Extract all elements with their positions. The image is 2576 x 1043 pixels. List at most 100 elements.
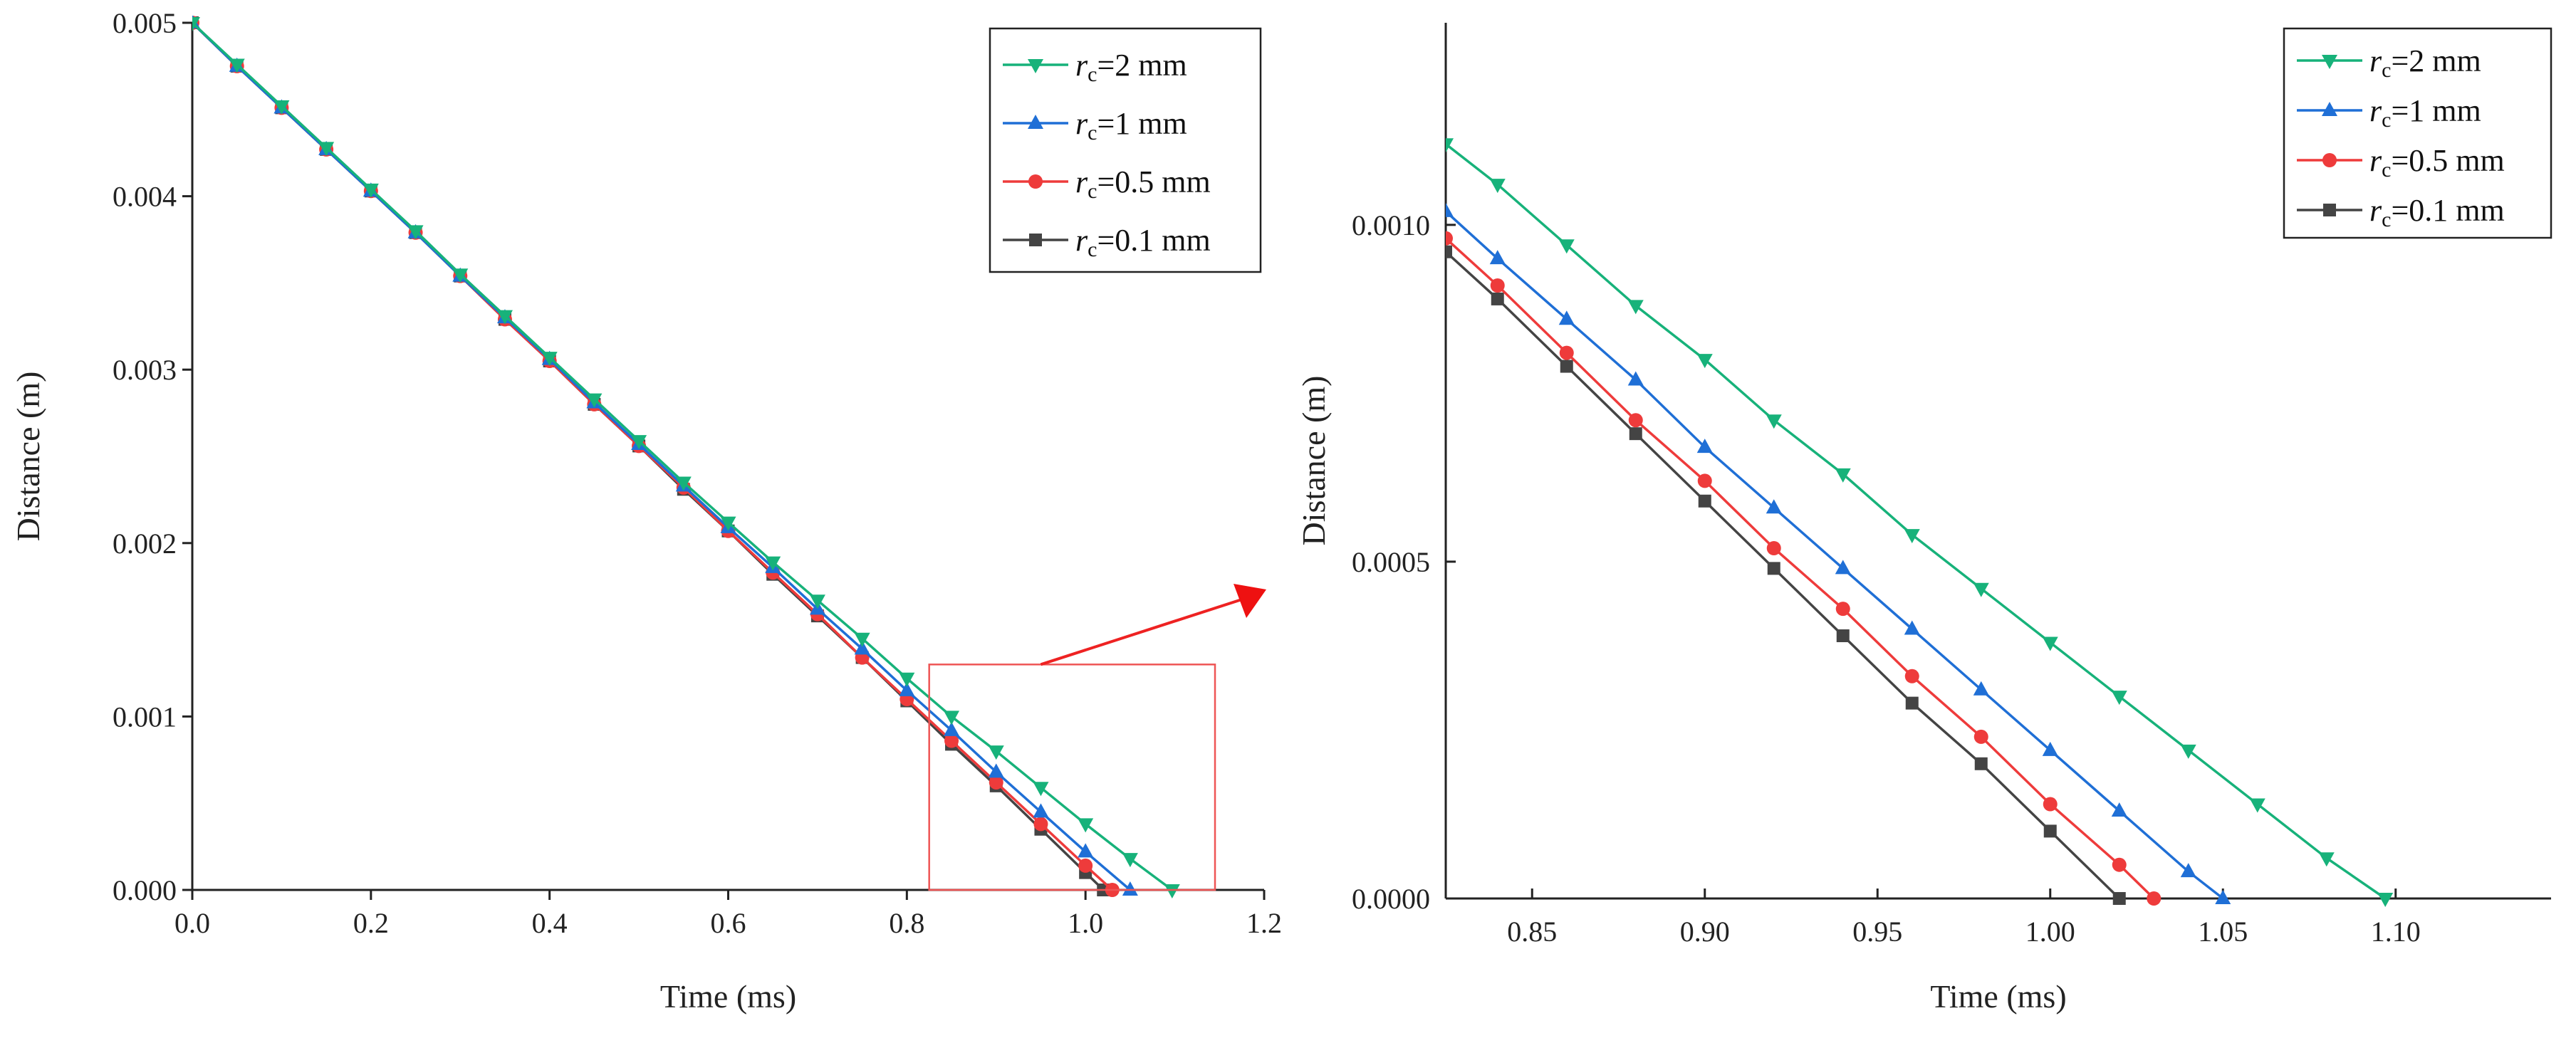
legend-item: rc=0.5 mm [1003,164,1211,203]
data-point [1835,560,1851,575]
data-point [1446,245,1452,258]
y-tick-label: 0.002 [113,528,177,560]
data-point [2318,852,2335,867]
legend-marker [1028,115,1043,129]
x-tick-label: 0.6 [711,907,746,939]
data-point [944,711,960,725]
data-point [2180,744,2196,759]
data-point [1973,729,1988,744]
series-rc-2-mm [1446,138,2394,907]
arrow-head [1234,584,1266,618]
data-point [1973,582,1989,597]
data-point [2111,691,2127,706]
data-point [1836,629,1850,642]
data-point [1905,696,1919,710]
data-point [2180,863,2196,878]
data-point [1033,803,1049,818]
data-point [2147,891,2162,906]
legend-marker [2322,153,2337,167]
data-point [720,516,736,531]
data-point [1489,250,1506,265]
data-point [1696,354,1713,369]
legend: rc=2 mm rc=1 mm rc=0.5 mm rc=0.1 mm [989,27,1262,273]
data-point [1835,602,1850,617]
x-tick-label: 1.0 [1068,907,1103,939]
series-rc-2-mm [192,17,1180,898]
data-point [631,435,647,450]
legend-label: rc=2 mm [2369,43,2481,82]
data-point [1446,202,1454,217]
data-point [854,640,870,655]
legend-marker [1028,59,1043,73]
legend-item: rc=0.5 mm [2297,143,2505,182]
y-tick-label: 0.0005 [1352,546,1430,578]
data-point [2377,893,2394,907]
data-point [988,763,1004,778]
data-point [1164,884,1180,898]
data-point [363,183,379,198]
data-point [1122,853,1138,868]
data-point [496,310,513,325]
data-point [318,142,335,157]
data-point [1558,310,1575,325]
x-tick-label: 1.05 [2198,916,2248,948]
data-point [1627,371,1644,386]
x-tick-label: 0.4 [532,907,568,939]
series-rc-0.1-mm [1446,245,2126,905]
series-rc-0.5-mm [1446,231,2162,906]
main-chart-panel: 0.0 0.2 0.4 0.6 0.8 1.0 1.2 0.000 0.001 0.002 0.00… [10,7,1282,1015]
y-tick-label: 0.0000 [1352,883,1430,915]
x-tick-label: 0.8 [889,907,924,939]
x-tick-label: 1.10 [2371,916,2421,948]
y-tick-label: 0.005 [113,7,177,39]
zoom-region-box [928,664,1216,891]
x-axis-title: Time (ms) [660,978,796,1015]
data-point [1698,494,1711,508]
y-axis-title: Distance (m) [1295,376,1332,546]
y-tick-label: 0.003 [113,354,177,386]
data-point [809,594,825,609]
data-point [2042,741,2058,756]
data-point [2249,798,2265,813]
data-point [1904,529,1920,544]
x-tick-label: 1.2 [1246,907,1282,939]
y-tick-label: 0.000 [113,874,177,906]
x-tick-label: 1.00 [2025,916,2075,948]
data-point [1904,669,1919,683]
data-point [1078,858,1093,873]
legend-label: rc=1 mm [2369,93,2481,132]
x-tick-label: 0.95 [1852,916,1902,948]
legend-label: rc=0.5 mm [1075,164,1211,203]
data-point [1560,360,1573,373]
legend-marker [1028,174,1043,189]
data-point [586,393,603,408]
y-tick-label: 0.001 [113,701,177,733]
data-point [2043,824,2057,838]
legend-item: rc=2 mm [2297,43,2481,82]
data-point [2112,857,2127,872]
data-point [1627,300,1644,315]
data-point [1974,757,1988,770]
data-point [1446,138,1454,153]
legend-marker [2322,55,2337,69]
data-point [1767,562,1780,575]
y-tick-label: 0.004 [113,181,177,213]
legend-label: rc=0.5 mm [2369,143,2505,182]
data-point [192,17,200,31]
data-point [452,268,469,283]
zoom-chart-panel: 0.85 0.90 0.95 1.00 1.05 1.10 0.0000 0.0005 0.00… [1295,23,2552,1015]
x-tick-label: 0.2 [353,907,389,939]
data-point [1766,541,1781,555]
series-line [1446,237,2155,900]
data-point [1904,620,1920,635]
data-point [2043,797,2058,812]
data-point [1446,231,1453,246]
legend-label: rc=2 mm [1075,48,1187,86]
legend-marker [2323,204,2336,216]
data-point [1629,427,1642,441]
legend-label: rc=0.1 mm [1075,223,1211,261]
data-point [944,733,959,748]
x-axis-title: Time (ms) [1930,978,2066,1015]
data-point [229,58,245,73]
